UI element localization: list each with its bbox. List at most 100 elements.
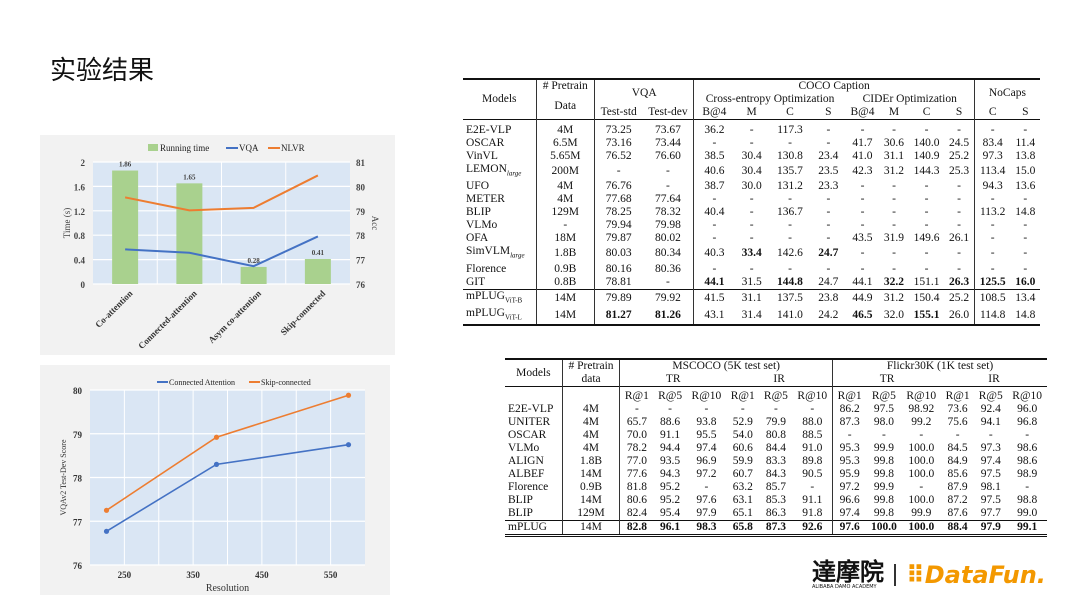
table-cell: Florence: [505, 480, 563, 494]
table-cell: IR: [988, 373, 1000, 385]
table-cell: 140.0: [913, 137, 940, 149]
data-point: [103, 528, 110, 534]
line-vqa: [125, 235, 319, 268]
table-cell: 200M: [536, 163, 595, 181]
table-cell: 73.16: [605, 137, 632, 149]
x-tick-label: Skip-connected: [278, 288, 327, 337]
table-cell: -: [826, 193, 831, 206]
y-tick-label: 0: [81, 280, 86, 290]
table-cell: 97.4: [839, 506, 860, 519]
table-cell: R@1: [624, 389, 649, 402]
table-cell: 73.25: [605, 124, 632, 136]
table-cell: -: [826, 262, 831, 275]
table-cell: -: [860, 206, 865, 219]
x-tick-label: 350: [186, 570, 200, 580]
model-subscript: ViT-L: [504, 313, 522, 322]
table-cell: 99.1: [1017, 520, 1038, 533]
table-cell: 65.7: [626, 415, 647, 428]
table-cell: 99.0: [1017, 506, 1038, 519]
table-row: mPLUG 14M 82.8 96.1 98.3 65.8 87.3 92.6 97.6 100.…: [505, 520, 1047, 535]
table-cell: R@10: [691, 389, 722, 402]
table-cell: 144.3: [913, 165, 940, 178]
logos: 達摩院 ALIBABA DAMO ACADEMY ⠿DataFun.: [812, 557, 1046, 591]
table-cell: -: [749, 232, 754, 245]
table-cell: 98.3: [696, 520, 717, 533]
table-cell: -: [990, 232, 995, 245]
table-cell: mPLUGViT-L: [463, 306, 537, 326]
data-point: [213, 434, 220, 440]
table-cell: -: [826, 206, 831, 219]
table-cell: 4M: [562, 428, 621, 442]
table-cell: 13.4: [1015, 291, 1036, 304]
table-cell: 59.9: [732, 454, 753, 467]
data-point: [345, 442, 352, 448]
table-cell: SimVLMlarge: [463, 245, 537, 263]
table-cell: R@10: [792, 386, 834, 403]
table-cell: 41.0: [852, 150, 873, 162]
table-cell: -: [788, 262, 792, 275]
table-cell: 130.8: [777, 150, 803, 162]
table-cell: 100.0: [908, 493, 935, 506]
table-cell: R@1: [945, 389, 970, 402]
table-cell: 76.52: [605, 150, 632, 162]
damo-academy-logo: 達摩院 ALIBABA DAMO ACADEMY: [812, 557, 884, 591]
table-cell: 149.6: [913, 232, 940, 245]
bar-running-time: [112, 170, 139, 284]
table-cell: 94.1: [980, 415, 1001, 428]
table-cell: 97.5: [980, 467, 1001, 480]
table-cell: 31.1: [883, 150, 905, 162]
table-cell: 14M: [562, 493, 621, 507]
table-cell: -: [749, 219, 754, 232]
table-cell: 23.3: [818, 180, 839, 193]
table-cell: -: [826, 124, 831, 136]
table-cell: Flickr30K (1K test set): [886, 360, 994, 372]
table-cell: 84.5: [947, 441, 968, 454]
table-cell: BLIP: [463, 206, 537, 220]
table-cell: 46.5: [852, 309, 873, 322]
table-cell: 4M: [562, 441, 621, 455]
y-tick-label: 2: [81, 158, 86, 168]
table-cell: 23.8: [818, 291, 839, 304]
table-cell: 65.1: [732, 506, 753, 519]
table-cell: 93.8: [696, 415, 717, 428]
table-cell: 150.4: [913, 291, 940, 304]
legend-label: NLVR: [281, 143, 305, 153]
table-cell: 36.2: [704, 124, 725, 136]
captioning-vqa-table: Models # Pretrain VQA COCO Caption NoCaps Dat…: [463, 78, 1040, 327]
table-cell: 97.4: [980, 454, 1001, 467]
y-tick-label: 1.2: [74, 207, 86, 217]
table-cell: 73.44: [642, 137, 695, 150]
table-cell: B@4: [850, 106, 875, 118]
table-cell: 100.0: [908, 441, 935, 454]
table-cell: 90.5: [792, 467, 834, 481]
table-cell: B@4: [702, 106, 727, 118]
table-cell: 98.1: [980, 480, 1001, 493]
table-row: BLIP 129M 82.4 95.4 97.9 65.1 86.3 91.8 97.4 99.8…: [505, 506, 1047, 520]
table-cell: 42.3: [852, 165, 873, 178]
table-cell: -: [944, 245, 975, 263]
table-cell: 79.98: [642, 219, 695, 233]
table-cell: 142.6: [777, 247, 803, 260]
table-cell: -: [740, 402, 745, 415]
y2-axis-label: Acc: [370, 216, 380, 231]
table-cell: -: [749, 206, 754, 219]
table-cell: 80.8: [765, 428, 786, 441]
table-cell: -: [1023, 219, 1028, 232]
table-cell: -: [892, 262, 896, 275]
table-cell: -: [712, 262, 717, 275]
table-cell: 26.0: [944, 306, 975, 326]
table-cell: 95.9: [839, 467, 860, 480]
table-cell: LEMONlarge: [463, 163, 537, 181]
legend-label: VQA: [239, 143, 259, 153]
table-cell: -: [924, 124, 929, 136]
table-cell: -: [944, 193, 975, 207]
table-cell: 23.4: [818, 150, 839, 162]
table-cell: 13.6: [1015, 180, 1036, 193]
table-cell: 63.1: [732, 493, 753, 506]
table-cell: 108.5: [979, 291, 1006, 304]
table-row: UFO 4M 76.76-38.7 30.0 131.2 23.3- - - -94.3 13.6: [463, 180, 1040, 194]
table-cell: -: [749, 193, 754, 206]
table-cell: 98.0: [873, 415, 894, 428]
table-cell: 4M: [536, 193, 595, 207]
table-cell: 77.6: [626, 467, 647, 480]
